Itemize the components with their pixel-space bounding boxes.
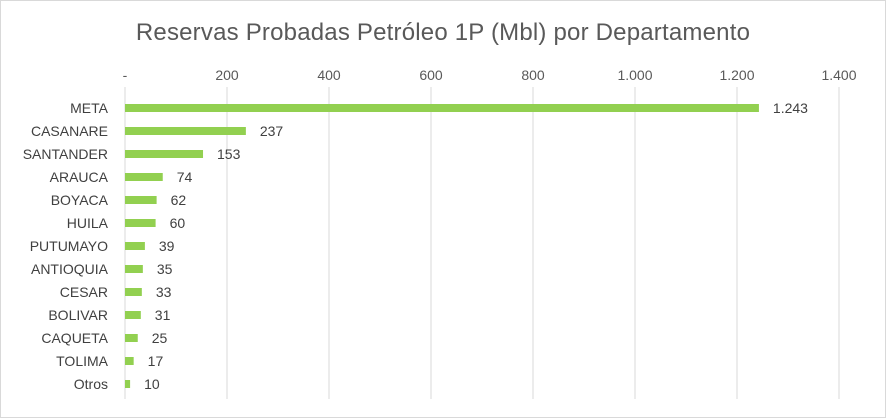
category-labels: META CASANARE SANTANDER ARAUCA BOYACA HUILA PU…	[23, 100, 109, 392]
data-label: 1.243	[773, 100, 808, 116]
chart-title: Reservas Probadas Petróleo 1P (Mbl) por …	[135, 19, 751, 46]
x-tick-label: 600	[419, 67, 443, 83]
x-tick-label: -	[123, 67, 128, 83]
data-label: 17	[148, 353, 164, 369]
category-label: CAQUETA	[41, 330, 108, 346]
data-label: 153	[217, 146, 241, 162]
bar	[125, 150, 204, 158]
data-label: 74	[177, 169, 193, 185]
bar	[125, 357, 134, 365]
category-label: BOYACA	[51, 192, 109, 208]
data-label: 31	[155, 307, 171, 323]
bar	[125, 288, 142, 296]
bar	[125, 104, 759, 112]
bar	[125, 219, 156, 227]
bar	[125, 380, 131, 388]
x-tick-label: 200	[215, 67, 239, 83]
x-tick-label: 800	[521, 67, 545, 83]
data-label: 33	[156, 284, 172, 300]
category-label: ANTIOQUIA	[31, 261, 109, 277]
category-label: CESAR	[60, 284, 108, 300]
x-tick-label: 1.400	[821, 67, 856, 83]
x-axis-ticks: - 200 400 600 800 1.000 1.200 1.400	[123, 67, 857, 83]
category-label: META	[70, 100, 109, 116]
bar	[125, 173, 163, 181]
data-label: 35	[157, 261, 173, 277]
category-label: TOLIMA	[56, 353, 109, 369]
data-label: 10	[144, 376, 160, 392]
x-tick-label: 1.000	[617, 67, 652, 83]
bars	[125, 104, 759, 388]
category-label: ARAUCA	[50, 169, 109, 185]
bar	[125, 334, 138, 342]
category-label: HUILA	[67, 215, 109, 231]
bar	[125, 127, 246, 135]
data-label: 237	[260, 123, 284, 139]
category-label: SANTANDER	[23, 146, 108, 162]
data-label: 62	[171, 192, 187, 208]
data-label: 39	[159, 238, 175, 254]
data-label: 60	[170, 215, 186, 231]
bar	[125, 265, 143, 273]
gridlines	[124, 87, 840, 399]
bar	[125, 311, 141, 319]
data-labels: 1.243 237 153 74 62 60 39 35 33 31 25 17 10	[144, 100, 808, 392]
category-label: Otros	[74, 376, 108, 392]
data-label: 25	[152, 330, 168, 346]
category-label: CASANARE	[31, 123, 108, 139]
bar	[125, 242, 145, 250]
category-label: BOLIVAR	[48, 307, 108, 323]
bar	[125, 196, 157, 204]
x-tick-label: 1.200	[719, 67, 754, 83]
category-label: PUTUMAYO	[30, 238, 108, 254]
x-tick-label: 400	[317, 67, 341, 83]
